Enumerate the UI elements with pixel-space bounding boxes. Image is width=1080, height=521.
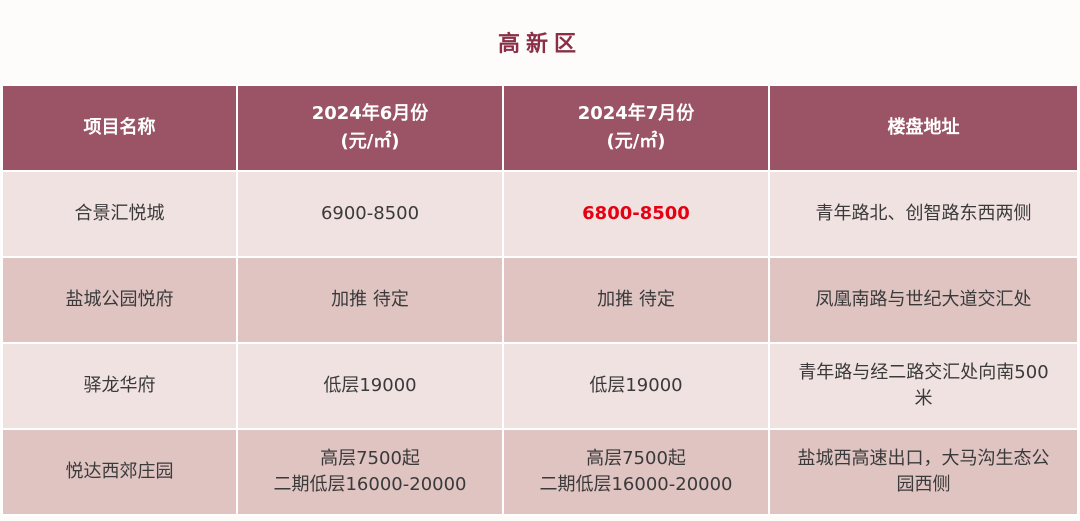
header-address: 楼盘地址 xyxy=(768,84,1079,172)
header-row: 项目名称 2024年6月份 (元/㎡) 2024年7月份 (元/㎡) 楼盘地址 xyxy=(1,84,1079,172)
project-name: 合景汇悦城 xyxy=(74,203,165,224)
header-june: 2024年6月份 (元/㎡) xyxy=(236,84,504,172)
price-table: 项目名称 2024年6月份 (元/㎡) 2024年7月份 (元/㎡) 楼盘地址 … xyxy=(1,84,1079,516)
july-price-highlight: 6800-8500 xyxy=(582,203,690,224)
cell-june-price: 低层19000 xyxy=(236,342,504,430)
cell-june-price: 高层7500起 二期低层16000-20000 xyxy=(236,428,504,516)
july-price: 低层19000 xyxy=(589,375,683,396)
july-price: 加推 待定 xyxy=(597,289,675,310)
cell-address: 凤凰南路与世纪大道交汇处 xyxy=(768,256,1079,344)
cell-june-price: 加推 待定 xyxy=(236,256,504,344)
cell-address: 青年路与经二路交汇处向南500 米 xyxy=(768,342,1079,430)
june-price: 6900-8500 xyxy=(320,203,420,224)
address: 青年路北、创智路东西两侧 xyxy=(815,203,1032,224)
cell-project: 悦达西郊庄园 xyxy=(1,428,238,516)
cell-address: 青年路北、创智路东西两侧 xyxy=(768,170,1079,258)
cell-july-price: 低层19000 xyxy=(502,342,770,430)
page-title: 高新区 xyxy=(497,32,582,57)
header-project: 项目名称 xyxy=(1,84,238,172)
july-price-line-2: 二期低层16000-20000 xyxy=(539,474,733,495)
table-row: 悦达西郊庄园 高层7500起 二期低层16000-20000 高层7500起 二… xyxy=(1,428,1079,516)
address-line-2: 园西侧 xyxy=(896,474,951,495)
cell-project: 盐城公园悦府 xyxy=(1,256,238,344)
project-name: 悦达西郊庄园 xyxy=(65,461,174,482)
address-line-1: 盐城西高速出口，大马沟生态公 xyxy=(797,448,1050,469)
project-name: 驿龙华府 xyxy=(83,375,156,396)
cell-address: 盐城西高速出口，大马沟生态公 园西侧 xyxy=(768,428,1079,516)
cell-july-price: 高层7500起 二期低层16000-20000 xyxy=(502,428,770,516)
cell-june-price: 6900-8500 xyxy=(236,170,504,258)
cell-july-price: 6800-8500 xyxy=(502,170,770,258)
address: 凤凰南路与世纪大道交汇处 xyxy=(815,289,1032,310)
header-address-label: 楼盘地址 xyxy=(887,117,960,138)
header-july-unit: (元/㎡) xyxy=(606,131,666,152)
header-july-month: 2024年7月份 xyxy=(577,103,695,124)
cell-project: 合景汇悦城 xyxy=(1,170,238,258)
header-project-label: 项目名称 xyxy=(83,117,156,138)
header-july: 2024年7月份 (元/㎡) xyxy=(502,84,770,172)
cell-project: 驿龙华府 xyxy=(1,342,238,430)
june-price-line-2: 二期低层16000-20000 xyxy=(273,474,467,495)
table-row: 合景汇悦城 6900-8500 6800-8500 青年路北、创智路东西两侧 xyxy=(1,170,1079,258)
june-price: 加推 待定 xyxy=(331,289,409,310)
header-june-unit: (元/㎡) xyxy=(340,131,400,152)
june-price-line-1: 高层7500起 xyxy=(320,448,420,469)
table-row: 盐城公园悦府 加推 待定 加推 待定 凤凰南路与世纪大道交汇处 xyxy=(1,256,1079,344)
header-june-month: 2024年6月份 xyxy=(311,103,429,124)
table-row: 驿龙华府 低层19000 低层19000 青年路与经二路交汇处向南500 米 xyxy=(1,342,1079,430)
address-line-1: 青年路与经二路交汇处向南500 xyxy=(798,362,1049,383)
cell-july-price: 加推 待定 xyxy=(502,256,770,344)
june-price: 低层19000 xyxy=(323,375,417,396)
july-price-line-1: 高层7500起 xyxy=(586,448,686,469)
address-line-2: 米 xyxy=(914,388,933,409)
project-name: 盐城公园悦府 xyxy=(65,289,174,310)
